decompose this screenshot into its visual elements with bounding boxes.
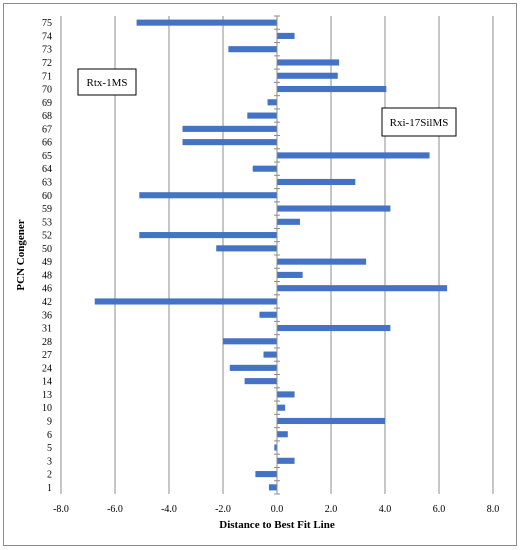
- y-tick-label: 63: [42, 177, 52, 188]
- bar: [229, 364, 277, 371]
- y-tick-label: 31: [42, 324, 52, 335]
- x-tick-label: 0.0: [271, 504, 284, 515]
- bar: [277, 417, 385, 425]
- y-tick-label: 28: [42, 337, 52, 348]
- x-tick-label: 6.0: [433, 504, 446, 515]
- annotation-rtx-label: Rtx-1MS: [87, 77, 128, 89]
- bar: [277, 59, 340, 66]
- x-axis-tick-labels: -8.0 -6.0 -4.0 -2.0 0.0 2.0 4.0 6.0 8.0: [53, 504, 499, 515]
- y-tick-label: 9: [47, 416, 52, 427]
- bar: [228, 46, 277, 53]
- annotation-rxi-label: Rxi-17SilMS: [390, 117, 449, 129]
- bar: [216, 245, 277, 252]
- bar: [277, 72, 338, 79]
- annotation-rtx-box: [77, 68, 137, 96]
- y-tick-label: 67: [42, 124, 52, 135]
- bar: [139, 232, 277, 239]
- bar: [259, 311, 277, 318]
- bar-series: [94, 19, 448, 491]
- y-axis-title: PCN Congener: [15, 219, 27, 290]
- y-tick-label: 14: [42, 377, 52, 388]
- x-axis-title: Distance to Best Fit Line: [219, 519, 335, 531]
- bar: [277, 258, 367, 265]
- bar: [277, 218, 300, 225]
- y-tick-label: 69: [42, 98, 52, 109]
- y-tick-label: 66: [42, 138, 52, 149]
- x-tick-label: 4.0: [379, 504, 392, 515]
- y-tick-label: 68: [42, 111, 52, 122]
- x-tick-label: -2.0: [215, 504, 231, 515]
- bar: [274, 444, 277, 451]
- y-tick-label: 48: [42, 270, 52, 281]
- y-tick-label: 46: [42, 284, 52, 295]
- x-tick-label: 2.0: [325, 504, 338, 515]
- bar: [277, 431, 288, 438]
- y-tick-label: 59: [42, 204, 52, 215]
- y-tick-label: 75: [42, 18, 52, 29]
- x-tick-label: -4.0: [161, 504, 177, 515]
- bar: [277, 205, 391, 212]
- bar: [267, 99, 277, 106]
- bar: [277, 324, 391, 332]
- y-tick-label: 74: [42, 31, 52, 42]
- bar: [247, 112, 277, 119]
- bar: [182, 139, 277, 146]
- bar: [182, 125, 277, 132]
- y-tick-label: 70: [42, 85, 52, 96]
- chart-frame: [3, 3, 517, 546]
- x-tick-label: -6.0: [107, 504, 123, 515]
- y-tick-label: 36: [42, 310, 52, 321]
- y-tick-label: 6: [47, 430, 52, 441]
- y-tick-label: 52: [42, 231, 52, 242]
- bar: [277, 457, 295, 464]
- bar: [277, 271, 303, 278]
- y-tick-label: 42: [42, 297, 52, 308]
- y-tick-label: 72: [42, 58, 52, 69]
- y-tick-label: 60: [42, 191, 52, 202]
- bar: [277, 85, 387, 93]
- bar: [277, 32, 295, 39]
- y-tick-label: 5: [47, 443, 52, 454]
- bar: [223, 338, 277, 345]
- y-tick-label: 53: [42, 217, 52, 228]
- bar: [244, 378, 277, 385]
- bar: [136, 19, 277, 26]
- bar: [255, 471, 277, 478]
- y-tick-label: 10: [42, 403, 52, 414]
- bar: [277, 178, 356, 186]
- y-tick-label: 64: [42, 164, 52, 175]
- bar: [252, 165, 277, 172]
- annotation-rxi: Rxi-17SilMS: [381, 107, 457, 137]
- bar: [94, 298, 277, 305]
- y-tick-label: 3: [47, 456, 52, 467]
- y-tick-label: 50: [42, 244, 52, 255]
- y-tick-label: 49: [42, 257, 52, 268]
- bar: [277, 285, 448, 292]
- annotation-rxi-box: [381, 107, 457, 137]
- y-tick-label: 73: [42, 45, 52, 56]
- y-tick-label: 27: [42, 350, 52, 361]
- y-tick-label: 13: [42, 390, 52, 401]
- y-axis-tick-labels: 1235691013142427283136424648495052535960…: [42, 18, 52, 494]
- y-tick-label: 1: [47, 483, 52, 494]
- bar: [277, 391, 295, 398]
- y-tick-label: 71: [42, 71, 52, 82]
- bar: [277, 152, 430, 159]
- y-tick-label: 2: [47, 470, 52, 481]
- y-tick-label: 24: [42, 363, 52, 374]
- bar: [263, 351, 277, 358]
- bar: [139, 192, 277, 199]
- x-tick-label: -8.0: [53, 504, 69, 515]
- x-tick-label: 8.0: [487, 504, 500, 515]
- y-tick-label: 65: [42, 151, 52, 162]
- bar: [277, 404, 286, 411]
- annotation-rtx: Rtx-1MS: [77, 68, 137, 96]
- bar: [268, 484, 277, 491]
